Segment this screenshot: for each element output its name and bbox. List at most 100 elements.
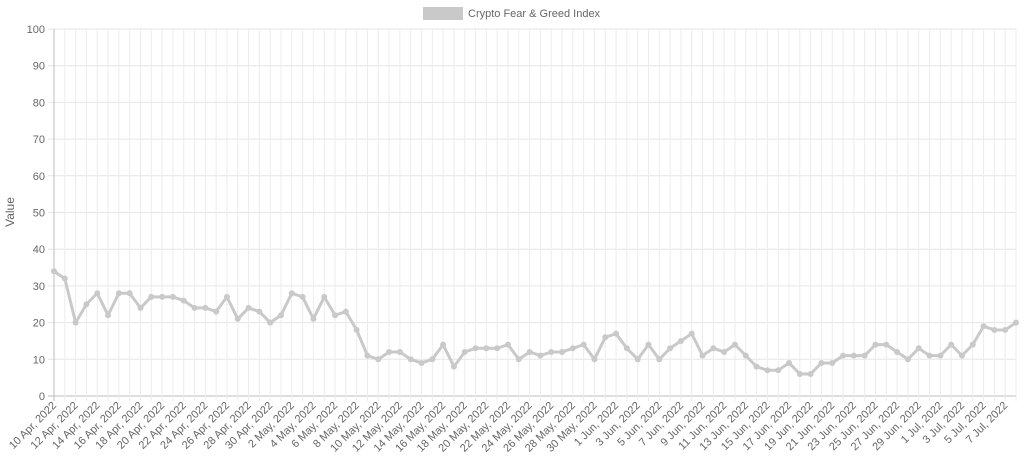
data-point xyxy=(775,367,782,374)
data-point xyxy=(202,304,209,311)
data-point xyxy=(710,345,717,352)
data-point xyxy=(407,356,414,363)
y-tick-label: 70 xyxy=(33,134,45,146)
data-point xyxy=(688,330,695,337)
data-point xyxy=(332,312,339,319)
data-point xyxy=(213,308,220,315)
data-point xyxy=(137,304,144,311)
data-point xyxy=(883,341,890,348)
data-point xyxy=(223,293,230,300)
data-point xyxy=(634,356,641,363)
y-tick-label: 60 xyxy=(33,171,45,183)
data-point xyxy=(894,348,901,355)
data-point xyxy=(364,352,371,359)
data-point xyxy=(753,363,760,370)
data-point xyxy=(72,319,79,326)
data-point xyxy=(299,293,306,300)
grid xyxy=(48,28,1017,401)
data-point xyxy=(937,352,944,359)
data-point xyxy=(991,326,998,333)
y-tick-label: 80 xyxy=(33,97,45,109)
data-point xyxy=(623,345,630,352)
data-point xyxy=(537,352,544,359)
data-point xyxy=(764,367,771,374)
data-point xyxy=(926,352,933,359)
data-point xyxy=(450,363,457,370)
series-layer xyxy=(51,268,1019,377)
data-point xyxy=(969,341,976,348)
y-tick-label: 20 xyxy=(33,318,45,330)
data-point xyxy=(796,370,803,377)
data-point xyxy=(731,341,738,348)
legend-swatch[interactable] xyxy=(423,7,463,20)
legend-label[interactable]: Crypto Fear & Greed Index xyxy=(468,8,601,20)
data-point xyxy=(483,345,490,352)
data-point xyxy=(440,341,447,348)
data-point xyxy=(786,359,793,366)
data-point xyxy=(375,356,382,363)
data-point xyxy=(602,334,609,341)
y-tick-label: 0 xyxy=(39,391,45,403)
data-point xyxy=(277,312,284,319)
data-point xyxy=(526,348,533,355)
data-point xyxy=(980,323,987,330)
legend[interactable]: Crypto Fear & Greed Index xyxy=(423,7,601,20)
data-point xyxy=(559,348,566,355)
data-point xyxy=(667,345,674,352)
data-point xyxy=(159,293,166,300)
data-point xyxy=(1002,326,1009,333)
data-point xyxy=(840,352,847,359)
y-tick-label: 40 xyxy=(33,244,45,256)
data-point xyxy=(699,352,706,359)
data-point xyxy=(267,319,274,326)
data-point xyxy=(342,308,349,315)
data-point xyxy=(829,359,836,366)
data-point xyxy=(850,352,857,359)
data-point xyxy=(148,293,155,300)
data-point xyxy=(83,301,90,308)
data-point xyxy=(396,348,403,355)
data-point xyxy=(742,352,749,359)
data-point xyxy=(94,290,101,297)
data-point xyxy=(872,341,879,348)
data-point xyxy=(656,356,663,363)
data-point xyxy=(115,290,122,297)
data-point xyxy=(569,345,576,352)
data-point xyxy=(353,326,360,333)
data-point xyxy=(461,348,468,355)
data-point xyxy=(494,345,501,352)
data-point xyxy=(310,315,317,322)
y-tick-label: 50 xyxy=(33,208,45,220)
y-tick-label: 90 xyxy=(33,61,45,73)
data-point xyxy=(515,356,522,363)
data-point xyxy=(169,293,176,300)
y-tick-label: 10 xyxy=(33,354,45,366)
data-point xyxy=(245,304,252,311)
y-axis-ticks: 0 10 20 30 40 50 60 70 80 90 100 xyxy=(27,24,45,403)
data-point xyxy=(613,330,620,337)
data-point xyxy=(958,352,965,359)
data-point xyxy=(321,293,328,300)
data-point xyxy=(51,268,57,275)
data-point xyxy=(580,341,587,348)
data-point xyxy=(418,359,425,366)
data-point xyxy=(126,290,133,297)
data-point xyxy=(548,348,555,355)
data-point xyxy=(256,308,263,315)
data-point xyxy=(948,341,955,348)
data-point xyxy=(504,341,511,348)
data-point xyxy=(721,348,728,355)
data-point xyxy=(818,359,825,366)
data-point xyxy=(105,312,112,319)
data-point xyxy=(591,356,598,363)
y-tick-label: 100 xyxy=(27,24,45,36)
data-point xyxy=(386,348,393,355)
data-point xyxy=(677,337,684,344)
data-point xyxy=(645,341,652,348)
data-point xyxy=(191,304,198,311)
y-tick-label: 30 xyxy=(33,281,45,293)
data-point xyxy=(861,352,868,359)
data-point xyxy=(1013,319,1019,326)
